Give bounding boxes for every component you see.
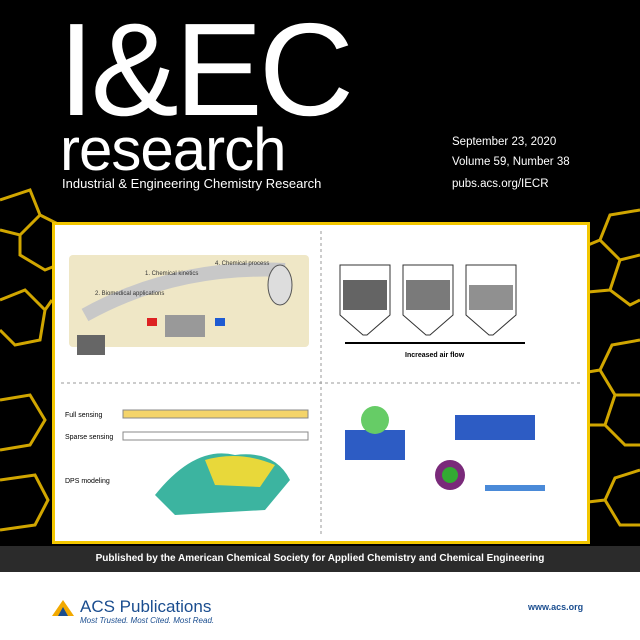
journal-title: I&EC — [58, 0, 354, 143]
figure-grid: 1. Chemical kinetics 2. Biomedical appli… — [61, 231, 581, 535]
issue-volume: Volume 59, Number 38 — [452, 156, 570, 168]
acs-logo — [52, 600, 74, 616]
issue-date: September 23, 2020 — [452, 136, 557, 148]
figure-label: Full sensing — [65, 412, 102, 419]
figure-label: 1. Chemical kinetics — [145, 271, 198, 277]
figure-label: Sparse sensing — [65, 434, 113, 441]
figure-label: 4. Chemical process — [215, 261, 269, 267]
figure-label: Increased air flow — [405, 352, 465, 359]
figure-label: DPS modeling — [65, 478, 110, 485]
journal-name: Industrial & Engineering Chemistry Resea… — [62, 176, 322, 191]
footer — [0, 572, 640, 640]
issue-url: pubs.acs.org/IECR — [452, 178, 549, 190]
figure-panel: 1. Chemical kinetics 2. Biomedical appli… — [52, 222, 590, 544]
journal-subtitle: research — [60, 116, 286, 183]
publisher-line: Published by the American Chemical Socie… — [0, 546, 640, 572]
publisher-tagline: Most Trusted. Most Cited. Most Read. — [80, 616, 215, 625]
publisher-website: www.acs.org — [528, 602, 584, 612]
publisher-brand: ACS Publications — [80, 597, 212, 616]
figure-label: 2. Biomedical applications — [95, 291, 164, 297]
